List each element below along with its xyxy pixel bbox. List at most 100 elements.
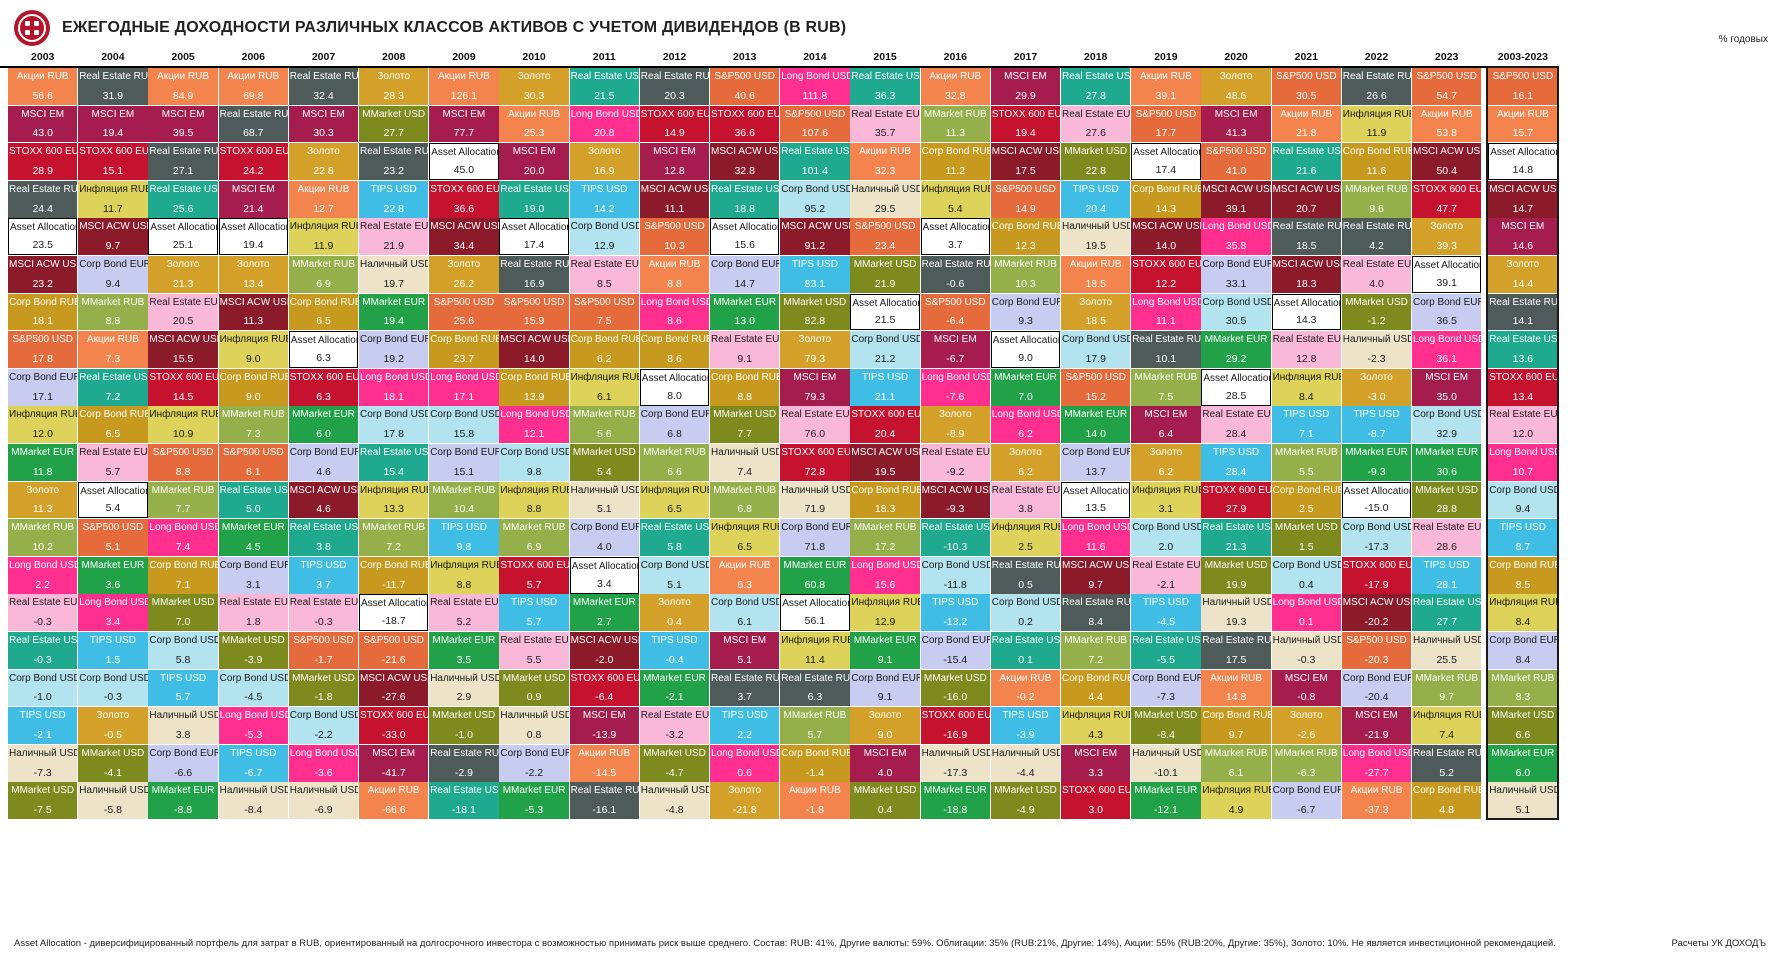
return-cell: MMarket RUB 6.9 [499, 519, 569, 556]
return-cell: Real Estate EU 27.6 [1061, 105, 1131, 143]
asset-name: Акции RUB [367, 785, 420, 797]
return-value: -0.5 [103, 728, 122, 741]
asset-name: MMarket USD [572, 447, 636, 458]
asset-name: Real Estate US [149, 183, 218, 195]
return-value: 6.9 [316, 277, 331, 290]
return-cell: MMarket EUR 9.1 [850, 632, 920, 669]
return-cell: Corp Bond RUB 6.5 [288, 293, 359, 331]
return-cell: Corp Bond EUR -20.4 [1341, 669, 1412, 707]
year-header: 2003 [31, 51, 55, 63]
return-cell: MMarket RUB 5.5 [1271, 444, 1341, 481]
return-value: 5.8 [667, 540, 682, 553]
asset-name: Asset Allocation [992, 335, 1061, 347]
return-value: -27.7 [1364, 766, 1389, 779]
asset-name: TIPS USD [721, 710, 768, 722]
asset-name: STOXX 600 EUR [219, 146, 288, 158]
return-cell: MSCI ACW USD 11.3 [218, 293, 288, 331]
return-value: 7.1 [1298, 428, 1314, 441]
return-cell: MMarket RUB 10.4 [429, 481, 499, 519]
year-header: 2010 [522, 51, 546, 63]
return-value: 2.5 [1018, 540, 1033, 553]
return-cell: MSCI EM 21.4 [218, 180, 288, 218]
asset-name: Инфляция RUB [219, 334, 288, 346]
asset-name: MMarket USD [1204, 559, 1268, 571]
return-cell: S&P500 USD 7.5 [569, 293, 639, 331]
asset-name: Asset Allocation [1414, 260, 1482, 271]
return-value: 3.4 [105, 616, 121, 629]
return-value: 13.4 [1512, 390, 1534, 403]
return-cell: Corp Bond EUR 9.1 [850, 669, 920, 707]
return-cell: MSCI EM -41.7 [359, 744, 429, 782]
return-cell: Инфляция RUB 2.5 [990, 519, 1061, 556]
return-cell: MMarket RUB -6.3 [1271, 744, 1341, 782]
return-cell: Corp Bond EUR 13.7 [1061, 444, 1131, 481]
return-cell: MSCI EM 77.7 [429, 105, 499, 143]
return-cell: Asset Allocation 19.4 [218, 218, 288, 256]
asset-name: MMarket USD [432, 710, 496, 722]
return-value: 45.0 [453, 163, 475, 176]
asset-name: Corp Bond USD [570, 221, 639, 233]
return-cell: MMarket EUR 14.0 [1061, 406, 1131, 444]
return-cell: Real Estate US 15.4 [359, 444, 429, 481]
return-value: 8.4 [1298, 390, 1314, 403]
return-cell: Corp Bond EUR 17.1 [8, 368, 78, 406]
asset-name: Asset Allocation [1343, 485, 1412, 497]
asset-name: MSCI EM [21, 108, 65, 120]
return-cell: TIPS USD 20.4 [1061, 180, 1131, 218]
return-value: 6.1 [245, 465, 261, 478]
return-cell: Corp Bond USD 15.8 [429, 406, 499, 444]
return-value: 2.2 [35, 578, 50, 591]
return-value: 11.3 [32, 503, 53, 516]
asset-name: Real Estate EU [921, 447, 990, 458]
asset-name: Asset Allocation [712, 222, 780, 234]
return-value: 6.5 [737, 540, 752, 553]
return-value: 32.4 [313, 89, 334, 102]
return-value: -6.9 [314, 804, 333, 817]
return-cell: S&P500 USD 16.1 [1488, 68, 1558, 105]
asset-name: Инфляция RUB [991, 522, 1061, 534]
asset-name: Corp Bond EUR [79, 259, 148, 270]
asset-name: Наличный USD [219, 785, 288, 797]
return-cell: Real Estate EU 5.7 [78, 444, 148, 481]
asset-name: Corp Bond USD [640, 559, 710, 571]
return-value: 19.4 [1015, 127, 1036, 140]
asset-name: Corp Bond USD [1413, 409, 1482, 421]
return-cell: MSCI ACW USD -20.2 [1341, 594, 1412, 632]
asset-name: Real Estate EU [1202, 409, 1271, 421]
return-cell: Наличный USD 5.1 [569, 481, 639, 519]
return-cell: MMarket USD 1.5 [1271, 519, 1341, 556]
return-value: 11.8 [32, 465, 53, 478]
asset-name: TIPS USD [160, 672, 207, 684]
asset-name: Real Estate RUS [219, 108, 288, 120]
return-cell: Золото 48.6 [1201, 68, 1271, 105]
return-value: 10.3 [664, 240, 685, 253]
return-cell: Золото 18.5 [1061, 293, 1131, 331]
asset-name: Real Estate US [570, 71, 639, 82]
return-cell: Corp Bond RUB 6.5 [78, 406, 148, 444]
return-value: 20.8 [594, 127, 615, 140]
asset-name: Long Bond USD [991, 409, 1061, 421]
asset-name: Corp Bond RUB [1062, 672, 1131, 684]
asset-name: Long Bond USD [9, 559, 78, 571]
asset-name: Corp Bond RUB [1132, 183, 1201, 195]
return-value: 8.8 [526, 503, 542, 516]
return-cell: Золото 30.3 [499, 68, 569, 105]
return-cell: MSCI ACW USD 91.2 [780, 218, 850, 256]
asset-name: Asset Allocation [10, 222, 78, 234]
return-cell: MSCI ACW USD 17.5 [990, 143, 1061, 180]
return-cell: Real Estate EU 3.8 [990, 481, 1061, 519]
asset-name: MMarket EUR [1134, 785, 1198, 797]
return-cell: MSCI EM 20.0 [499, 143, 569, 180]
return-cell: MSCI ACW USD 18.3 [1271, 256, 1341, 293]
return-cell: Наличный USD 19.7 [359, 256, 429, 293]
return-cell: Asset Allocation 39.1 [1412, 256, 1482, 293]
return-cell: MMarket USD 6.6 [1488, 707, 1558, 744]
asset-name: MMarket USD [1134, 710, 1198, 722]
return-cell: TIPS USD 21.1 [850, 368, 920, 406]
return-cell: MMarket USD -4.9 [990, 782, 1061, 820]
return-value: 9.8 [526, 465, 542, 478]
return-value: 12.9 [594, 240, 615, 253]
asset-name: Real Estate EU [360, 221, 429, 233]
return-value: 53.8 [1436, 127, 1457, 140]
return-value: 3.8 [316, 540, 331, 553]
